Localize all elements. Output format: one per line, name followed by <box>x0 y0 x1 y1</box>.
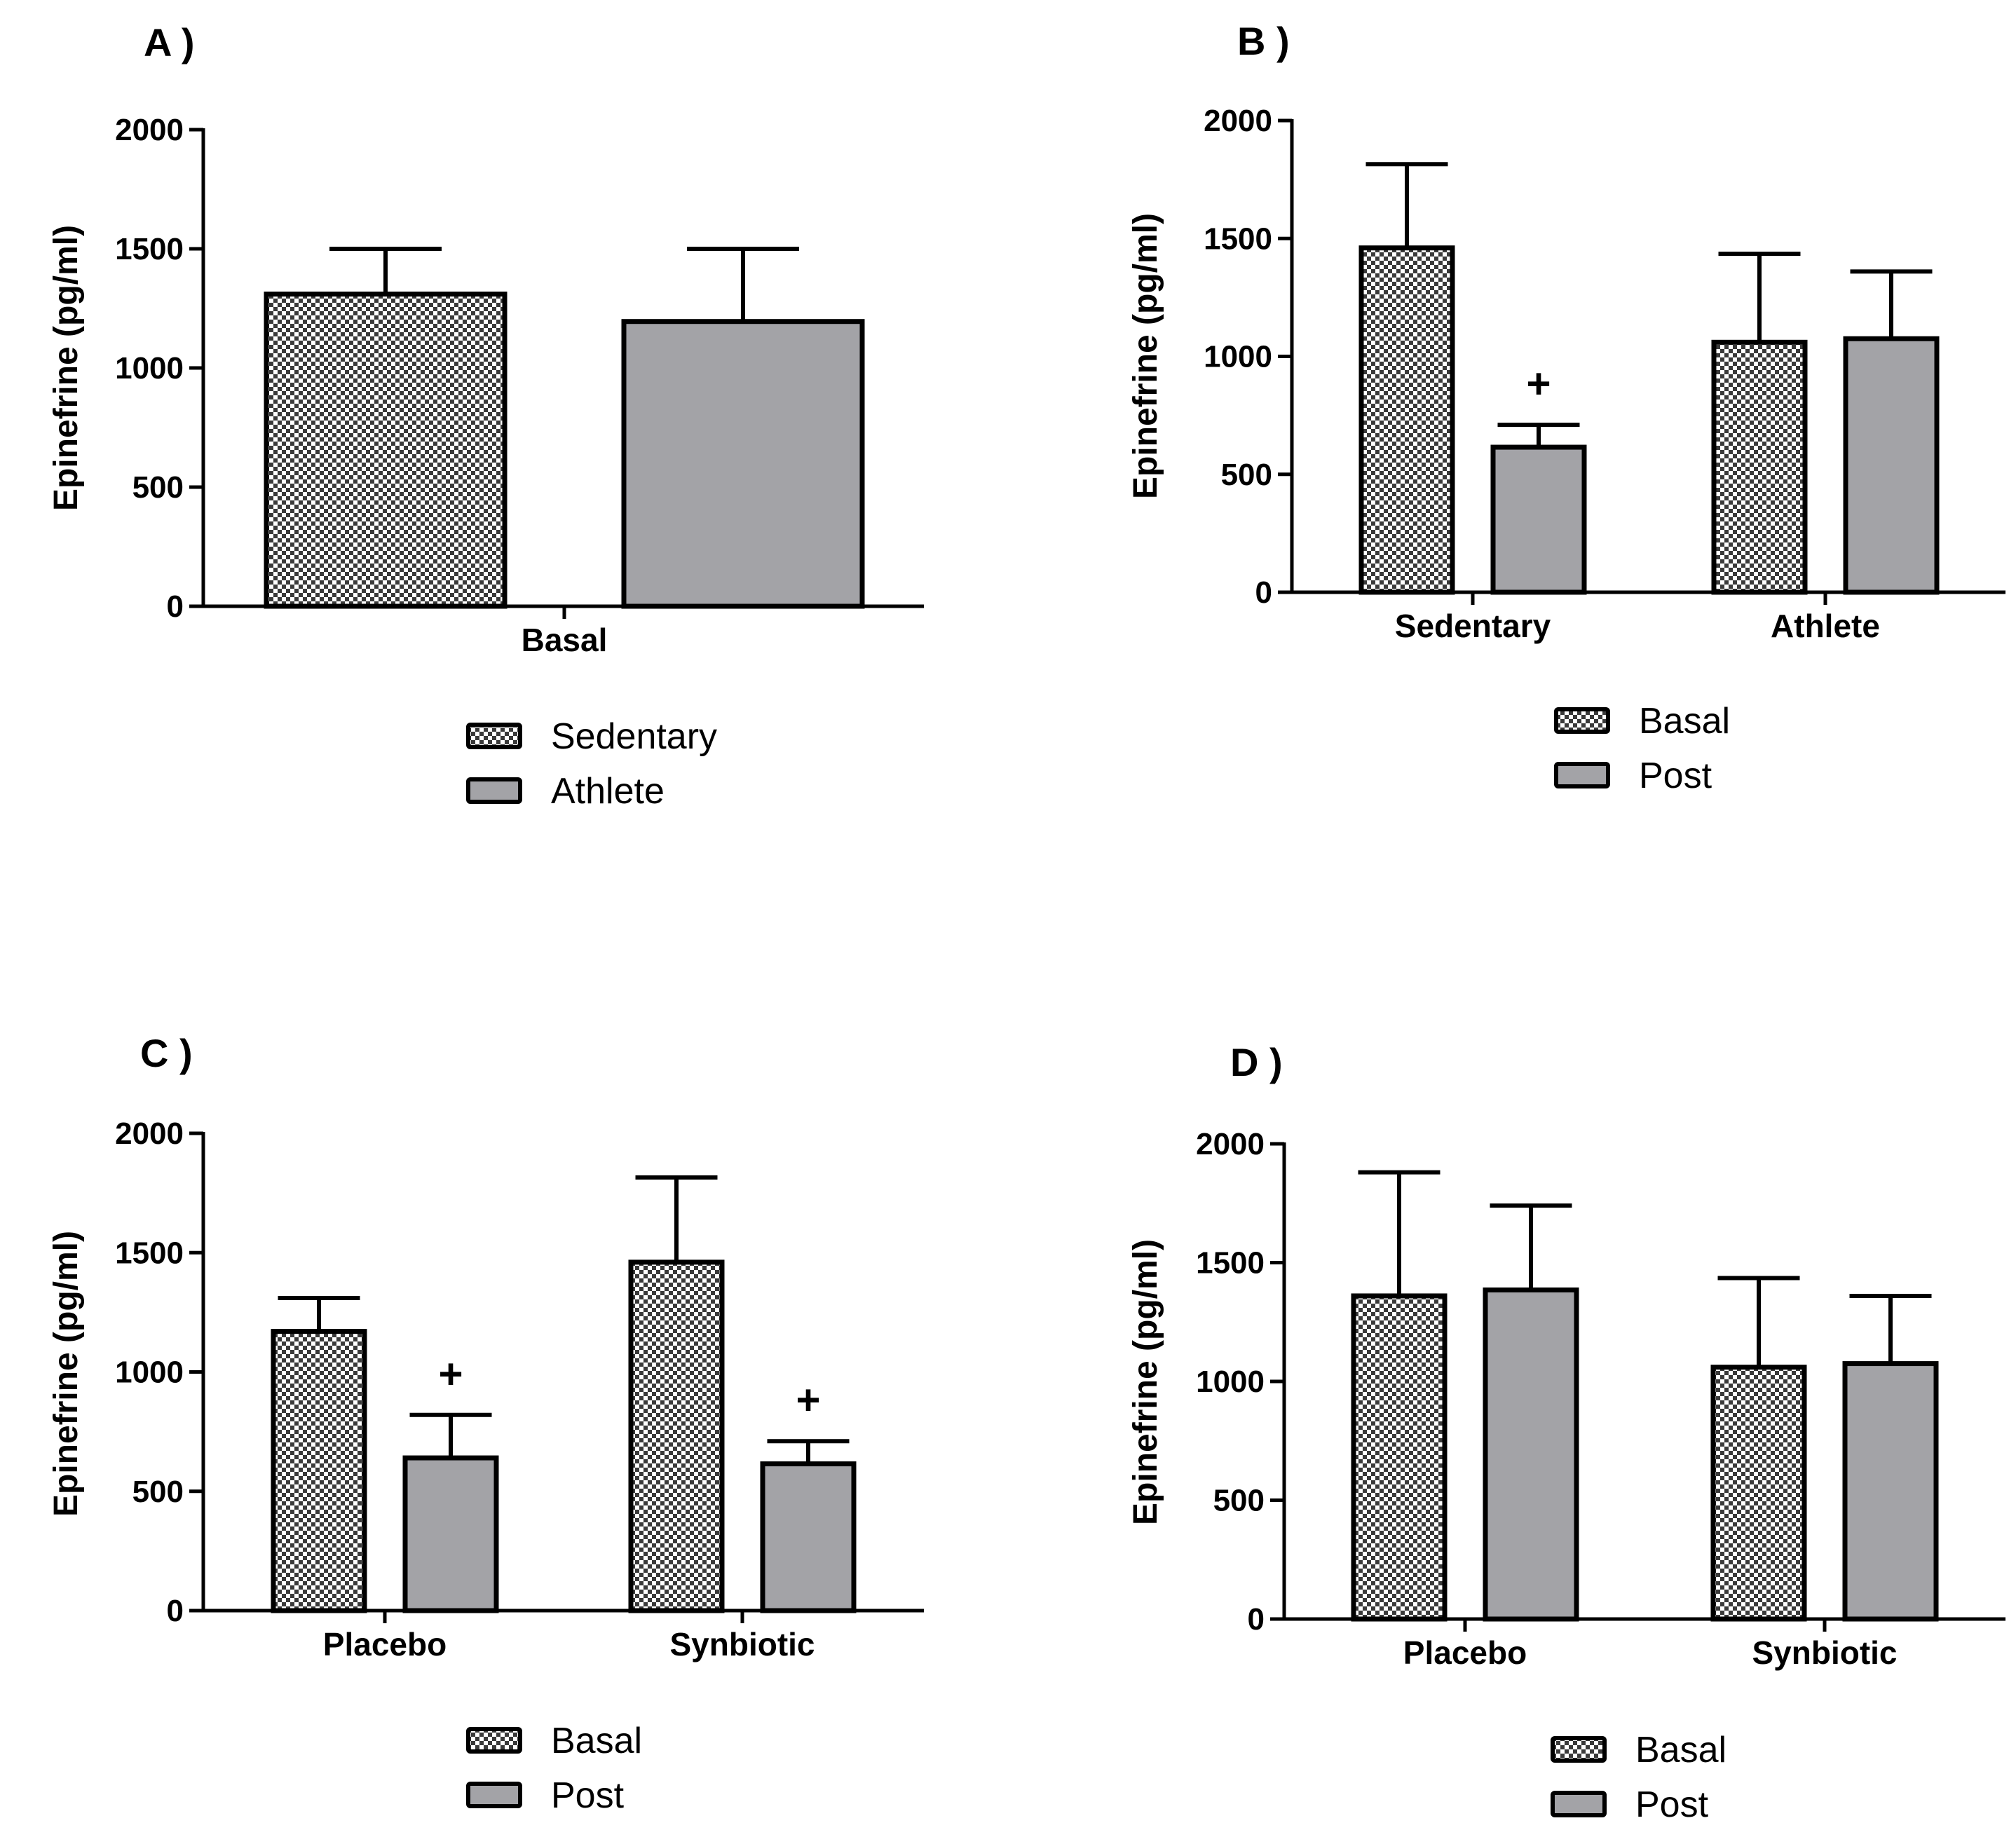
x-category-label: Synbiotic <box>1752 1634 1897 1671</box>
y-tick-label: 0 <box>167 1594 184 1628</box>
bar-basal <box>1351 1293 1448 1622</box>
legend-swatch <box>466 777 522 804</box>
legend-swatch <box>1554 762 1610 788</box>
y-tick-label: 1000 <box>115 1355 184 1390</box>
x-category-label: Sedentary <box>1395 608 1551 644</box>
legend-swatch <box>466 1727 522 1754</box>
y-tick-label: 1500 <box>115 1236 184 1270</box>
legend-label: Basal <box>1635 1730 1726 1770</box>
bar-basal <box>1710 1365 1807 1622</box>
legend-label: Post <box>1639 756 1712 796</box>
y-tick-label: 1500 <box>115 232 184 266</box>
y-tick-label: 2000 <box>115 113 184 147</box>
y-tick-label: 2000 <box>1204 104 1272 138</box>
significance-mark: + <box>438 1351 463 1398</box>
legend-swatch <box>466 1782 522 1808</box>
y-tick-label: 500 <box>132 1475 184 1509</box>
x-category-label: Synbiotic <box>669 1626 815 1662</box>
legend-label: Basal <box>1639 701 1730 742</box>
legend-swatch <box>1551 1791 1607 1817</box>
legend-swatch <box>1554 707 1610 734</box>
legend-label: Post <box>551 1775 625 1816</box>
bar-basal <box>271 1329 367 1613</box>
bar-post <box>1842 1361 1939 1622</box>
legend-swatch <box>466 723 522 749</box>
y-tick-label: 500 <box>132 470 184 505</box>
y-tick-label: 1000 <box>1196 1365 1265 1399</box>
bar-post <box>402 1455 499 1613</box>
y-tick-label: 2000 <box>115 1116 184 1151</box>
y-tick-label: 0 <box>1255 575 1272 610</box>
legend-swatch <box>1551 1736 1607 1763</box>
y-tick-label: 0 <box>167 589 184 624</box>
y-axis-title: Epinefrine (pg/ml) <box>1127 1239 1164 1525</box>
y-axis-title: Epinefrine (pg/ml) <box>1127 213 1164 499</box>
y-tick-label: 1500 <box>1196 1246 1265 1281</box>
significance-mark: + <box>1526 360 1551 407</box>
panels: A ) 0 500 1000 1500 2000 Epinefrine (pg/ml) Bas… <box>48 19 2005 1825</box>
bar-post <box>1483 1287 1579 1622</box>
chart-panel-1: A ) 0 500 1000 1500 2000 Epinefrine (pg/ml) Bas… <box>48 20 924 812</box>
bar-basal <box>628 1259 725 1613</box>
y-tick-label: 0 <box>1248 1602 1265 1637</box>
y-axis-title: Epinefrine (pg/ml) <box>48 1231 85 1517</box>
bar-basal <box>1358 245 1455 595</box>
panel-letter: D ) <box>1230 1040 1283 1084</box>
y-tick-label: 1500 <box>1204 221 1272 256</box>
panel-letter: A ) <box>144 20 195 64</box>
x-category-label: Placebo <box>1403 1634 1527 1671</box>
panel-letter: C ) <box>140 1031 193 1075</box>
legend-label: Athlete <box>551 771 665 812</box>
bar-post <box>1490 444 1587 595</box>
x-category-label: Placebo <box>323 1626 447 1662</box>
x-category-label: Basal <box>522 622 608 658</box>
panel-letter: B ) <box>1237 19 1290 63</box>
legend-label: Sedentary <box>551 716 717 757</box>
x-category-label: Athlete <box>1771 608 1880 644</box>
legend-label: Post <box>1635 1784 1709 1825</box>
bar-post <box>760 1461 857 1613</box>
bar-athlete <box>621 319 865 609</box>
legend-label: Basal <box>551 1721 642 1761</box>
y-tick-label: 500 <box>1213 1484 1265 1518</box>
bar-basal <box>1711 339 1808 595</box>
bar-sedentary <box>264 292 508 609</box>
y-tick-label: 1000 <box>115 351 184 385</box>
y-axis-title: Epinefrine (pg/ml) <box>48 225 85 511</box>
y-tick-label: 2000 <box>1196 1127 1265 1161</box>
significance-mark: + <box>796 1377 820 1423</box>
chart-panel-4: D ) 0 500 1000 1500 2000 Epinefrine (pg/ml) Pla… <box>1127 1040 2005 1825</box>
bar-post <box>1843 336 1940 595</box>
y-tick-label: 500 <box>1221 458 1272 492</box>
y-tick-label: 1000 <box>1204 340 1272 374</box>
chart-panel-3: C ) 0 500 1000 1500 2000 Epinefrine (pg/ml) + + P… <box>48 1031 924 1816</box>
chart-panel-2: B ) 0 500 1000 1500 2000 Epinefrine (pg/ml) + Se… <box>1127 19 2005 796</box>
